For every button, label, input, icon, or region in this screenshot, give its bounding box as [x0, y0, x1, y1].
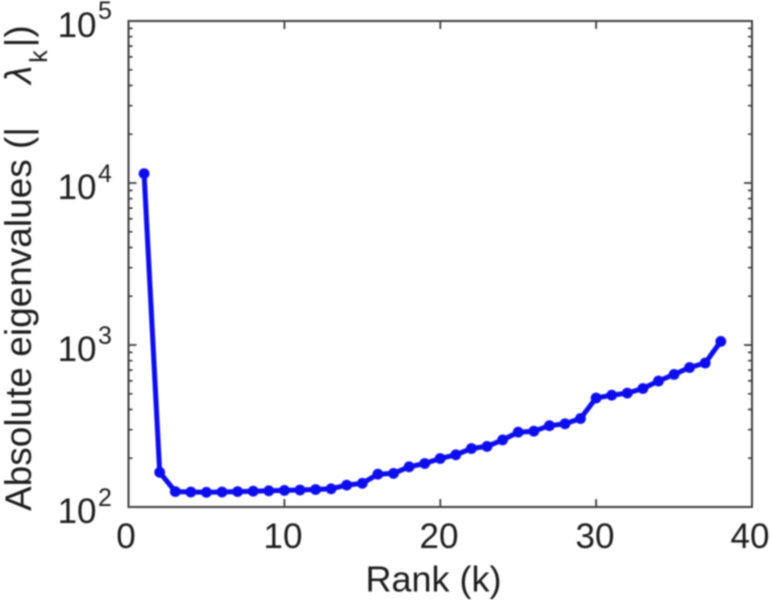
svg-text:10: 10: [58, 168, 97, 207]
svg-text:5: 5: [98, 0, 112, 25]
svg-text:10: 10: [264, 517, 303, 556]
svg-text:2: 2: [98, 484, 112, 512]
svg-text:3: 3: [98, 322, 112, 350]
svg-text:10: 10: [58, 492, 97, 531]
svg-text:4: 4: [98, 160, 112, 188]
svg-text:10: 10: [58, 330, 97, 369]
svg-text:Rank (k): Rank (k): [365, 559, 501, 600]
svg-text:10: 10: [58, 6, 97, 45]
svg-text:20: 20: [420, 517, 459, 556]
svg-text:40: 40: [731, 517, 770, 556]
svg-text:30: 30: [576, 517, 615, 556]
svg-text:0: 0: [116, 517, 135, 556]
